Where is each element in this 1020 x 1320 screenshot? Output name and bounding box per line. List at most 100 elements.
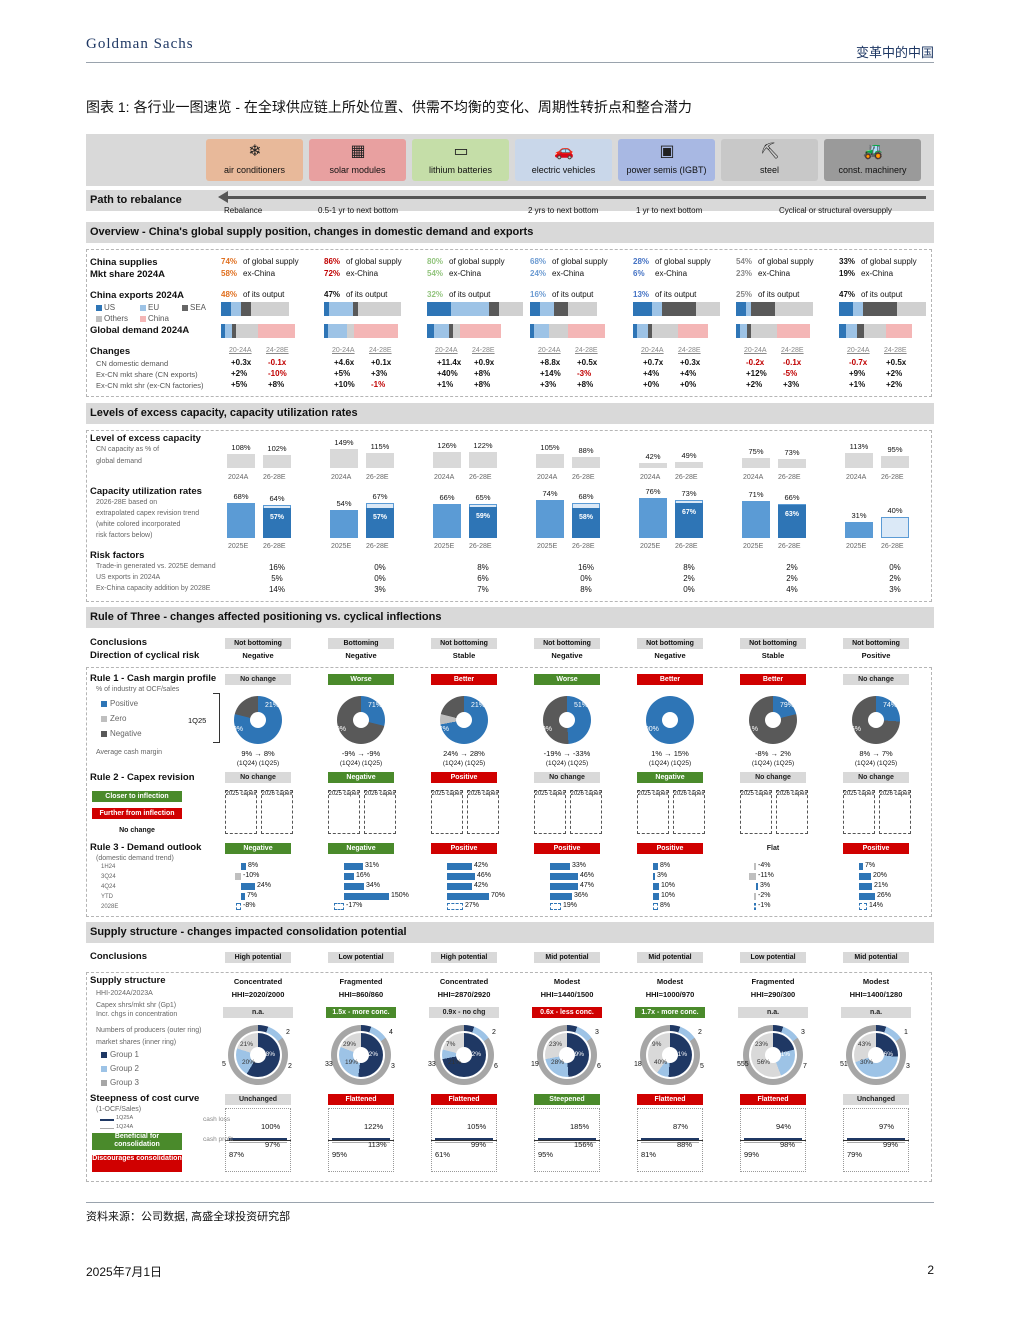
cost-curve-axis: [637, 1140, 703, 1141]
demand-mix-segment: [460, 324, 501, 338]
inner-share-label: 56%: [757, 1059, 771, 1066]
demand-mix-segment: [453, 324, 460, 338]
util-axis-label: 2025E: [537, 543, 558, 550]
demand-mix-segment: [534, 324, 549, 338]
donut-hole: [353, 712, 369, 728]
donut-hole: [662, 712, 678, 728]
capex-year-label: 2025 capex: [225, 791, 257, 797]
change-value-b: +8%: [268, 380, 285, 389]
cost-curve-value: 105%: [467, 1122, 487, 1131]
util-bar-2025: [330, 510, 358, 538]
cost-curve-value: 99%: [883, 1140, 899, 1149]
export-mix-segment: [530, 302, 540, 316]
inner-share-label: 21%: [777, 1051, 791, 1058]
capex-grid: [261, 790, 293, 834]
change-value-b: +0.5x: [886, 358, 907, 367]
util-bar-2025: [227, 503, 255, 538]
change-value-b: +3%: [371, 369, 388, 378]
negative-share-label: 71%: [368, 702, 383, 709]
avg-margin-value: 9% → 8%: [241, 749, 275, 758]
util-bar-adjusted: [366, 508, 394, 538]
capex-year-label: 2025 capex: [637, 791, 669, 797]
risk-value: 6%: [477, 574, 489, 583]
excess-data-label: 105%: [540, 443, 560, 452]
demand-bar: [653, 883, 659, 890]
avg-margin-sub: (1Q24) (1Q25): [545, 760, 589, 767]
demand-value: 24%: [257, 882, 272, 889]
excess-bar: [330, 449, 358, 468]
direction-value: Negative: [654, 651, 686, 660]
demand-mix-segment: [678, 324, 708, 338]
change-value-a: +4%: [643, 369, 660, 378]
rule2-badge: No change: [534, 772, 600, 783]
cost-curve-value: 113%: [368, 1140, 387, 1149]
cost-curve-value: 97%: [265, 1140, 281, 1149]
export-mix-segment: [746, 302, 751, 316]
mkt-inner-label: market shares (inner ring): [96, 1039, 177, 1046]
path-label: 1 yr to next bottom: [636, 206, 703, 215]
inner-share-label: 7%: [446, 1041, 456, 1048]
capex-grid: [637, 790, 669, 834]
excess-data-label: 95%: [887, 445, 903, 454]
demand-value: -1%: [758, 902, 771, 909]
demand-bar: [241, 893, 245, 900]
header-divider: [86, 62, 934, 63]
capex-share-badge: 0.9x - no chg: [429, 1007, 499, 1018]
positive-share-label: 72%: [435, 726, 450, 733]
cost-curve-value: 79%: [847, 1150, 863, 1159]
exports-value: 48%: [221, 290, 238, 299]
demand-value: -2%: [758, 892, 771, 899]
inner-share-label: 28%: [551, 1059, 565, 1066]
mkt-share-value: 58%: [221, 269, 238, 278]
industry-name: solar modules: [329, 165, 386, 175]
rule2-badge: No change: [225, 772, 291, 783]
supply-share-value: 74%: [221, 257, 238, 266]
export-mix-segment: [652, 302, 662, 316]
direction-value: Stable: [452, 651, 476, 660]
supply-conclusion-badge: Mid potential: [637, 952, 703, 963]
risk-value: 0%: [889, 563, 901, 572]
cost-curve-badge: Flattened: [637, 1094, 703, 1105]
quarter-bracket: [213, 693, 220, 743]
excess-axis-label: 2024A: [743, 474, 764, 481]
demand-value: -4%: [758, 862, 771, 869]
structure-value: Fragmented: [339, 977, 383, 986]
excess-sub-1: CN capacity as % of: [96, 446, 160, 453]
structure-value: Fragmented: [751, 977, 795, 986]
demand-value: 10%: [661, 892, 676, 899]
change-value-a: +4.6x: [334, 358, 355, 367]
donut-hole: [353, 1047, 369, 1063]
demand-bar: [447, 893, 489, 900]
supply-share-text: of global supply: [861, 257, 917, 266]
demand-bar: [241, 883, 255, 890]
demand-bar: [653, 863, 658, 870]
exports-value: 25%: [736, 290, 753, 299]
util-axis-label: 26-28E: [572, 543, 595, 550]
capex-year-label: 2025 capex: [740, 791, 772, 797]
hhi-value: HHI=1400/1280: [849, 990, 903, 999]
util-data-label: 76%: [645, 487, 661, 496]
export-mix-segment: [662, 302, 696, 316]
cost-curve-value: 88%: [677, 1140, 693, 1149]
outer-count-label: 3: [801, 1029, 805, 1036]
demand-mix-segment: [886, 324, 912, 338]
conclusion-badge: Not bottoming: [431, 638, 497, 649]
legend-us: US: [104, 303, 116, 312]
rule-of-three-bar: [86, 607, 934, 628]
excess-axis-label: 26-28E: [881, 474, 904, 481]
cost-curve-axis: [328, 1140, 394, 1141]
path-label: 2 yrs to next bottom: [528, 206, 599, 215]
excess-data-label: 108%: [231, 443, 251, 452]
rule3-badge: Positive: [431, 843, 497, 854]
demand-value: 27%: [465, 902, 480, 909]
donut-hole: [868, 712, 884, 728]
industry-name: const. machinery: [838, 165, 907, 175]
cost-curve-line-q25: [229, 1138, 287, 1140]
conclusion-badge: Not bottoming: [534, 638, 600, 649]
q24a-line: [100, 1128, 114, 1129]
excess-bar: [675, 462, 703, 468]
inner-share-label: 19%: [345, 1059, 359, 1066]
positive-share-label: 26%: [847, 726, 862, 733]
util-bar-2025: [845, 522, 873, 538]
avg-margin-value: -19% → -33%: [543, 749, 591, 758]
